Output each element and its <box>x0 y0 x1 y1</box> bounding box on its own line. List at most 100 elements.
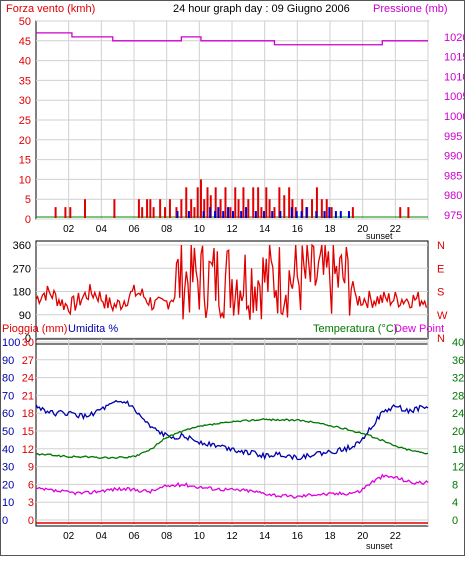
time-tick-label: 22 <box>390 531 402 542</box>
humidity-axis-title: Umidita % <box>68 323 118 335</box>
humidity-tick-label: 100 <box>2 337 20 349</box>
dewpoint-axis-title: Dew Point <box>394 323 444 335</box>
wind-tick-label: 50 <box>19 16 31 28</box>
compass-label: N <box>437 240 445 252</box>
humidity-tick-label: 10 <box>2 497 14 509</box>
wind-pressure-marks <box>36 32 428 218</box>
wind-tick-label: 45 <box>19 36 31 48</box>
wind-pressure-axes: 0510152025303540455097598098599099510001… <box>19 16 465 235</box>
time-tick-label: 04 <box>96 224 108 235</box>
temperature-axis-title: Temperatura (°C) <box>313 323 397 335</box>
rain-tick-label: 21 <box>22 390 34 402</box>
wind-tick-label: 25 <box>19 115 31 127</box>
temperature-tick-label: 16 <box>452 444 464 456</box>
temperature-tick-label: 36 <box>452 355 464 367</box>
time-tick-label: 08 <box>161 531 173 542</box>
wind-axis-title: Forza vento (kmh) <box>6 3 95 15</box>
wind-direction-line <box>35 243 428 320</box>
temperature-tick-label: 0 <box>452 515 458 527</box>
time-tick-label: 16 <box>292 531 304 542</box>
wind-tick-label: 35 <box>19 75 31 87</box>
pressure-tick-label: 980 <box>444 190 462 202</box>
wind-tick-label: 10 <box>19 174 31 186</box>
time-tick-label: 12 <box>226 531 238 542</box>
rain-tick-label: 0 <box>28 515 34 527</box>
temperature-tick-label: 24 <box>452 408 464 420</box>
direction-tick-label: 0 <box>25 333 31 345</box>
humidity-tick-label: 30 <box>2 462 14 474</box>
time-tick-label: 06 <box>128 531 140 542</box>
rain-humidity-temp-marks <box>35 399 429 524</box>
humidity-tick-label: 90 <box>2 355 14 367</box>
time-tick-label: 16 <box>292 224 304 235</box>
rain-tick-label: 9 <box>28 462 34 474</box>
time-tick-label: 06 <box>128 224 140 235</box>
temperature-tick-label: 32 <box>452 373 464 385</box>
humidity-tick-label: 0 <box>2 515 8 527</box>
humidity-tick-label: 20 <box>2 479 14 491</box>
pressure-tick-label: 990 <box>444 151 462 163</box>
temperature-tick-label: 28 <box>452 390 464 402</box>
temperature-tick-label: 40 <box>452 337 464 349</box>
rain-axis-title: Pioggia (mm) <box>2 323 67 335</box>
temperature-tick-label: 8 <box>452 479 458 491</box>
wind-tick-label: 15 <box>19 155 31 167</box>
compass-label: N <box>437 333 445 345</box>
wind-tick-label: 0 <box>25 214 31 226</box>
pressure-line <box>36 32 428 46</box>
time-tick-label: 02 <box>63 224 75 235</box>
time-tick-label: 02 <box>63 531 75 542</box>
direction-marks <box>35 243 428 320</box>
time-tick-label: 10 <box>194 224 206 235</box>
compass-label: E <box>437 263 444 275</box>
direction-tick-label: 180 <box>13 287 31 299</box>
humidity-tick-label: 40 <box>2 444 14 456</box>
direction-tick-label: 360 <box>13 240 31 252</box>
pressure-tick-label: 995 <box>444 131 462 143</box>
compass-label: W <box>437 310 448 322</box>
time-tick-label: 22 <box>390 224 402 235</box>
humidity-tick-label: 60 <box>2 408 14 420</box>
rain-tick-label: 12 <box>22 444 34 456</box>
gridlines <box>36 20 429 526</box>
time-tick-label: 10 <box>194 531 206 542</box>
time-tick-label: 04 <box>96 531 108 542</box>
time-tick-label: 18 <box>324 531 336 542</box>
time-tick-label: 08 <box>161 224 173 235</box>
direction-tick-label: 90 <box>19 310 31 322</box>
humidity-tick-label: 80 <box>2 373 14 385</box>
time-tick-label: 18 <box>324 224 336 235</box>
dewpoint-line <box>35 473 429 499</box>
pressure-tick-label: 1010 <box>444 71 465 83</box>
time-tick-label: 14 <box>259 531 271 542</box>
wind-tick-label: 30 <box>19 95 31 107</box>
time-tick-label: 14 <box>259 224 271 235</box>
humidity-tick-label: 50 <box>2 426 14 438</box>
time-tick-label: 20 <box>357 531 369 542</box>
direction-tick-label: 270 <box>13 263 31 275</box>
rain-tick-label: 30 <box>22 337 34 349</box>
rain-humidity-temp-axes: 0102030405060708090100036912151821242730… <box>2 337 464 542</box>
pressure-axis-title: Pressione (mb) <box>373 3 448 15</box>
rain-tick-label: 3 <box>28 497 34 509</box>
page-title: 24 hour graph day : 09 Giugno 2006 <box>173 3 350 15</box>
rain-tick-label: 15 <box>22 426 34 438</box>
sunset-label-bottom: sunset <box>366 541 393 551</box>
humidity-line <box>35 399 429 461</box>
rain-tick-label: 6 <box>28 479 34 491</box>
rain-tick-label: 18 <box>22 408 34 420</box>
pressure-tick-label: 985 <box>444 170 462 182</box>
pressure-tick-label: 975 <box>444 210 462 222</box>
time-tick-label: 12 <box>226 224 238 235</box>
pressure-tick-label: 1005 <box>444 91 465 103</box>
temperature-tick-label: 4 <box>452 497 458 509</box>
sunset-label-top: sunset <box>366 231 393 241</box>
wind-tick-label: 40 <box>19 56 31 68</box>
temperature-line <box>35 417 429 459</box>
rain-tick-label: 24 <box>22 373 34 385</box>
